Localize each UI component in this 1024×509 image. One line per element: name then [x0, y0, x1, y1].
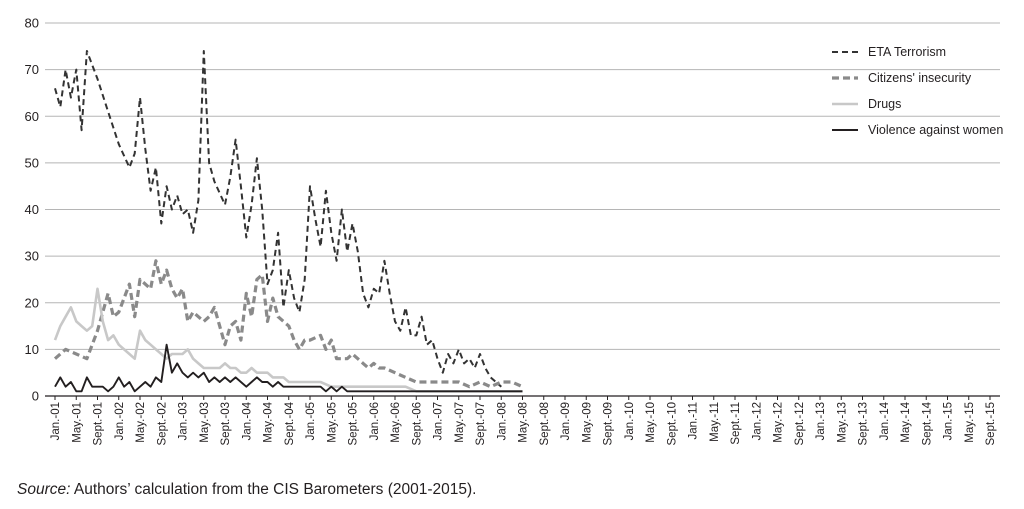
- x-tick-label: Sept.-06: [411, 402, 423, 445]
- legend: ETA Terrorism Citizens' insecurity Drugs Vi…: [832, 45, 1003, 137]
- x-tick-label: May.-12: [773, 402, 785, 443]
- series-line-eta-terrorism: [54, 50, 502, 388]
- legend-label: Drugs: [868, 97, 901, 111]
- x-tick-label: Jan.-01: [50, 402, 62, 440]
- x-tick-label: Jan.-09: [560, 402, 572, 440]
- x-tick-label: Sept.-07: [475, 402, 487, 445]
- y-tick-label: 60: [25, 109, 39, 124]
- y-tick-label: 20: [25, 295, 39, 310]
- x-tick-label: Jan.-11: [688, 402, 700, 440]
- x-tick-label: May.-06: [390, 402, 402, 443]
- y-tick-label: 40: [25, 202, 39, 217]
- x-tick-label: Sept.-01: [93, 402, 105, 445]
- x-tick-label: Sept.-04: [284, 401, 296, 445]
- x-tick-label: Sept.-14: [921, 401, 933, 445]
- x-tick-label: Jan.-05: [305, 402, 317, 440]
- x-tick-label: Jan.-14: [879, 401, 891, 440]
- x-tick-label: Sept.-15: [985, 402, 997, 445]
- x-tick-label: Sept.-03: [220, 402, 232, 445]
- x-tick-label: Jan.-12: [751, 402, 763, 440]
- y-tick-label: 50: [25, 155, 39, 170]
- x-tick-label: Jan.-10: [624, 402, 636, 440]
- gridlines: [45, 22, 1000, 397]
- x-tick-label: Sept.-12: [794, 402, 806, 445]
- x-tick-label: Jan.-08: [496, 402, 508, 440]
- x-tick-label: Sept.-10: [666, 402, 678, 445]
- y-tick-label: 70: [25, 62, 39, 77]
- series-line-drugs: [53, 287, 523, 393]
- x-tick-label: Sept.-08: [539, 402, 551, 445]
- x-tick-label: May.-11: [709, 402, 721, 442]
- x-tick-label: Jan.-04: [241, 401, 253, 440]
- legend-label: Citizens' insecurity: [868, 71, 972, 85]
- x-tick-label: Jan.-13: [815, 402, 827, 440]
- y-tick-label: 0: [32, 389, 39, 404]
- x-tick-label: May.-15: [964, 402, 976, 443]
- y-tick-label: 80: [25, 16, 39, 31]
- series-lines: [53, 50, 524, 393]
- x-tick-label: Jan.-07: [433, 402, 445, 440]
- x-tick-label: May.-05: [326, 402, 338, 443]
- x-tick-label: May.-10: [645, 402, 657, 443]
- x-tick-label: Sept.-02: [156, 402, 168, 445]
- y-axis: 0 10 20 30 40 50 60 70 80: [25, 16, 39, 404]
- x-tick-label: May.-14: [900, 401, 912, 442]
- x-tick-label: Sept.-09: [603, 402, 615, 445]
- x-tick-label: May.-13: [836, 402, 848, 443]
- y-tick-label: 10: [25, 342, 39, 357]
- x-tick-label: Jan.-03: [178, 402, 190, 440]
- source-text: Authors’ calculation from the CIS Barome…: [70, 481, 477, 498]
- x-axis: Jan.-01 May.-01 Sept.-01 Jan.-02 May.-02 Sept…: [50, 396, 997, 445]
- y-tick-label: 30: [25, 249, 39, 264]
- x-tick-label: Jan.-15: [943, 402, 955, 440]
- legend-label: Violence against women: [868, 123, 1003, 137]
- x-tick-label: Sept.-11: [730, 402, 742, 445]
- x-tick-label: Jan.-02: [114, 402, 126, 440]
- series-line-citizens-insecurity: [53, 259, 524, 389]
- x-tick-label: May.-01: [71, 402, 83, 443]
- x-tick-label: Sept.-05: [348, 402, 360, 445]
- x-tick-label: May.-04: [263, 401, 275, 442]
- x-tick-label: May.-09: [581, 402, 593, 443]
- x-tick-label: May.-02: [135, 402, 147, 443]
- x-tick-label: May.-07: [454, 402, 466, 443]
- x-tick-label: Jan.-06: [369, 402, 381, 440]
- source-note: Source: Authors’ calculation from the CI…: [17, 481, 477, 499]
- x-tick-label: May.-03: [199, 402, 211, 443]
- x-tick-label: May.-08: [518, 402, 530, 443]
- legend-label: ETA Terrorism: [868, 45, 946, 59]
- source-label: Source:: [17, 481, 71, 498]
- series-line-violence-against-women: [54, 343, 523, 393]
- x-tick-label: Sept.-13: [858, 402, 870, 445]
